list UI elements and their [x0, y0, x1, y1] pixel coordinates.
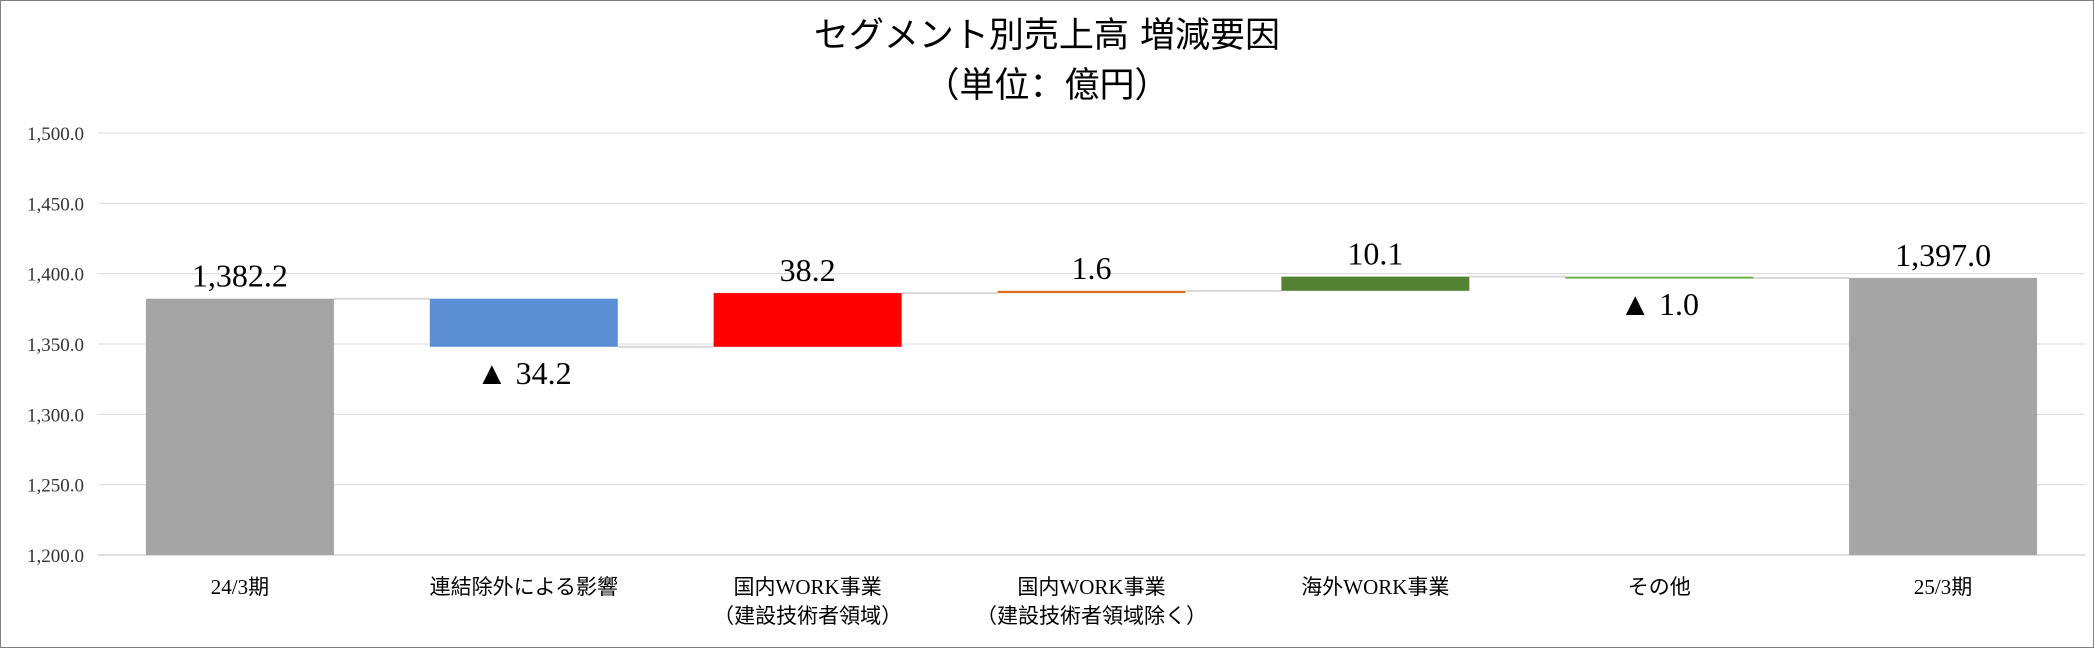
y-tick-label: 1,400.0	[27, 265, 84, 286]
category-label: 24/3期	[211, 575, 269, 599]
delta-bar	[1565, 276, 1754, 279]
data-label: 1,397.0	[1895, 237, 1991, 273]
data-label: ▲ 1.0	[1619, 286, 1699, 322]
bars	[145, 276, 2038, 555]
chart-title-block: セグメント別売上高 増減要因 （単位：億円）	[1, 11, 2093, 111]
chart-title: セグメント別売上高 増減要因	[813, 16, 1281, 56]
y-tick-label: 1,500.0	[27, 124, 84, 145]
chart-subtitle: （単位：億円）	[924, 66, 1170, 106]
delta-bar	[429, 298, 618, 347]
category-label: 海外WORK事業	[1301, 575, 1449, 599]
y-axis-ticks: 1,200.0 1,250.0 1,300.0 1,350.0 1,400.0 1,450…	[27, 124, 84, 567]
data-label: 1,382.2	[192, 258, 288, 294]
y-tick-label: 1,300.0	[27, 405, 84, 426]
y-tick-label: 1,200.0	[27, 546, 84, 567]
category-labels: 24/3期 連結除外による影響 国内WORK事業 （建設技術者領域） 国内WORK事業 （…	[211, 575, 1972, 628]
y-tick-label: 1,450.0	[27, 194, 84, 215]
delta-bar	[1281, 276, 1470, 291]
data-label: 1.6	[1072, 250, 1112, 286]
category-label: その他	[1628, 575, 1691, 599]
total-bar	[1849, 277, 2038, 555]
category-label: 25/3期	[1914, 575, 1972, 599]
category-label: （建設技術者領域）	[713, 604, 902, 628]
y-tick-label: 1,350.0	[27, 335, 84, 356]
category-label: 連結除外による影響	[430, 575, 618, 599]
delta-bar	[997, 290, 1186, 294]
data-label: 10.1	[1347, 236, 1403, 272]
category-label: 国内WORK事業	[734, 575, 882, 599]
connector-lines	[333, 275, 1850, 348]
category-label: （建設技術者領域除く）	[976, 604, 1207, 628]
y-tick-label: 1,250.0	[27, 476, 84, 497]
category-label: 国内WORK事業	[1017, 575, 1165, 599]
data-labels: 1,382.2 ▲ 34.2 38.2 1.6 10.1 ▲ 1.0 1,397.0	[192, 236, 1991, 391]
data-label: ▲ 34.2	[476, 355, 572, 391]
gridlines	[98, 132, 2085, 556]
total-bar	[145, 298, 334, 555]
data-label: 38.2	[780, 252, 836, 288]
delta-bar	[713, 293, 902, 347]
